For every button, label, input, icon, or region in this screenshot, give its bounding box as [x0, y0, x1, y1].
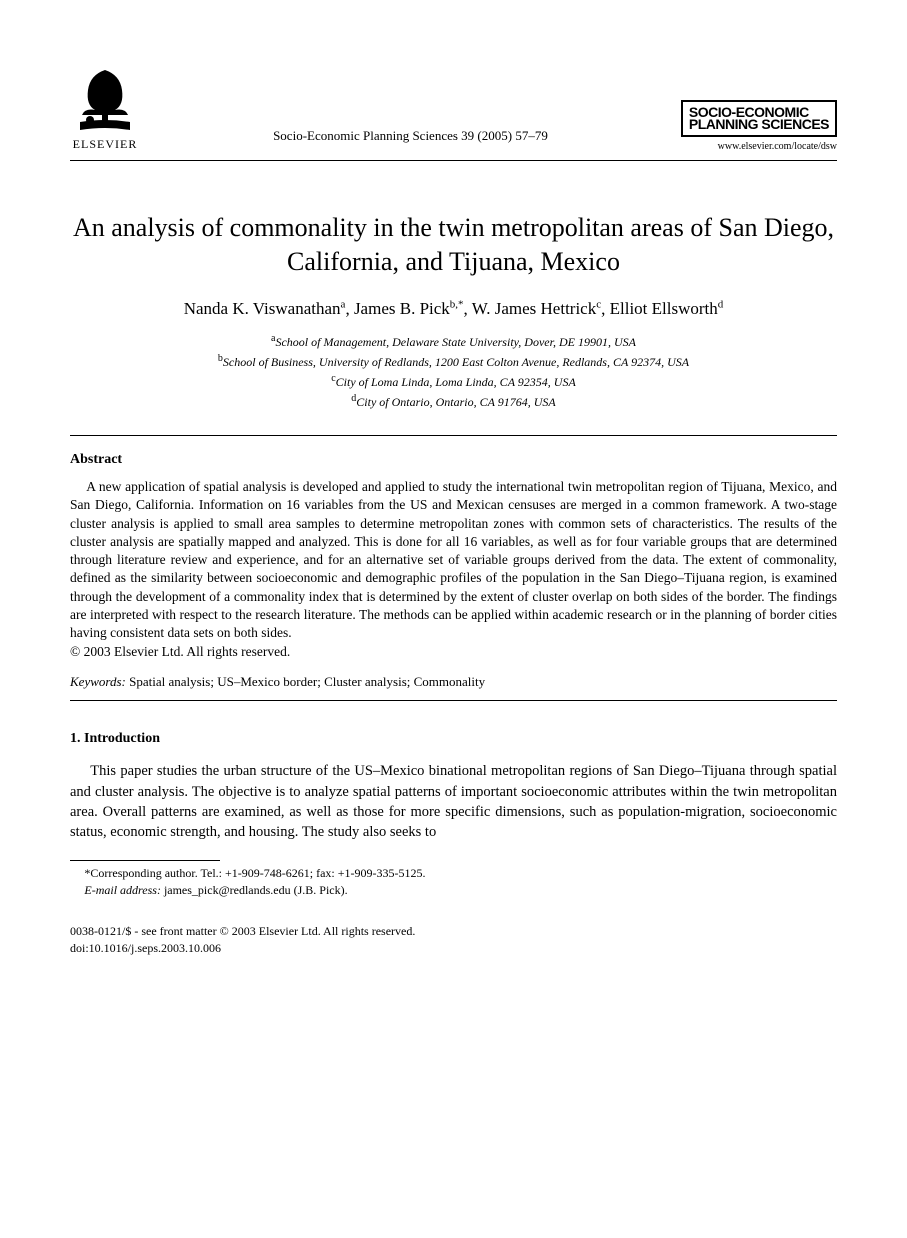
- email-footnote: E-mail address: james_pick@redlands.edu …: [70, 882, 837, 899]
- corresponding-author-footnote: *Corresponding author. Tel.: +1-909-748-…: [70, 865, 837, 882]
- author: Elliot Ellsworthd: [610, 299, 724, 318]
- elsevier-tree-icon: [70, 60, 140, 135]
- affiliation: dCity of Ontario, Ontario, CA 91764, USA: [70, 391, 837, 411]
- abstract-top-divider: [70, 435, 837, 436]
- introduction-body: This paper studies the urban structure o…: [70, 761, 837, 842]
- journal-logo: SOCIO-ECONOMIC PLANNING SCIENCES: [681, 100, 837, 137]
- footer-line1: 0038-0121/$ - see front matter © 2003 El…: [70, 923, 837, 940]
- email-label: E-mail address:: [84, 883, 161, 897]
- journal-url: www.elsevier.com/locate/dsw: [718, 141, 837, 152]
- publisher-name: ELSEVIER: [73, 137, 138, 152]
- keywords-text: Spatial analysis; US–Mexico border; Clus…: [129, 674, 485, 689]
- keywords-line: Keywords: Spatial analysis; US–Mexico bo…: [70, 674, 837, 690]
- abstract-heading: Abstract: [70, 452, 837, 468]
- keywords-label: Keywords:: [70, 674, 126, 689]
- journal-reference: Socio-Economic Planning Sciences 39 (200…: [140, 128, 681, 152]
- affiliation: aSchool of Management, Delaware State Un…: [70, 331, 837, 351]
- abstract-body: A new application of spatial analysis is…: [70, 478, 837, 642]
- authors-line: Nanda K. Viswanathana, James B. Pickb,*,…: [70, 299, 837, 320]
- article-title: An analysis of commonality in the twin m…: [70, 211, 837, 279]
- header-divider: [70, 160, 837, 161]
- footer-info: 0038-0121/$ - see front matter © 2003 El…: [70, 923, 837, 957]
- email-address: james_pick@redlands.edu (J.B. Pick).: [164, 883, 348, 897]
- footer-doi: doi:10.1016/j.seps.2003.10.006: [70, 940, 837, 957]
- abstract-copyright: © 2003 Elsevier Ltd. All rights reserved…: [70, 644, 837, 660]
- author: James B. Pickb,*: [354, 299, 464, 318]
- header-row: ELSEVIER Socio-Economic Planning Science…: [70, 60, 837, 152]
- affiliation: bSchool of Business, University of Redla…: [70, 351, 837, 371]
- publisher-block: ELSEVIER: [70, 60, 140, 152]
- affiliations-block: aSchool of Management, Delaware State Un…: [70, 331, 837, 411]
- author: Nanda K. Viswanathana: [184, 299, 346, 318]
- introduction-heading: 1. Introduction: [70, 731, 837, 747]
- page-container: ELSEVIER Socio-Economic Planning Science…: [0, 0, 907, 997]
- affiliation: cCity of Loma Linda, Loma Linda, CA 9235…: [70, 371, 837, 391]
- journal-logo-line2: PLANNING SCIENCES: [689, 118, 829, 131]
- author: W. James Hettrickc: [472, 299, 601, 318]
- abstract-bottom-divider: [70, 700, 837, 701]
- journal-logo-block: SOCIO-ECONOMIC PLANNING SCIENCES www.els…: [681, 100, 837, 152]
- footnote-divider: [70, 860, 220, 861]
